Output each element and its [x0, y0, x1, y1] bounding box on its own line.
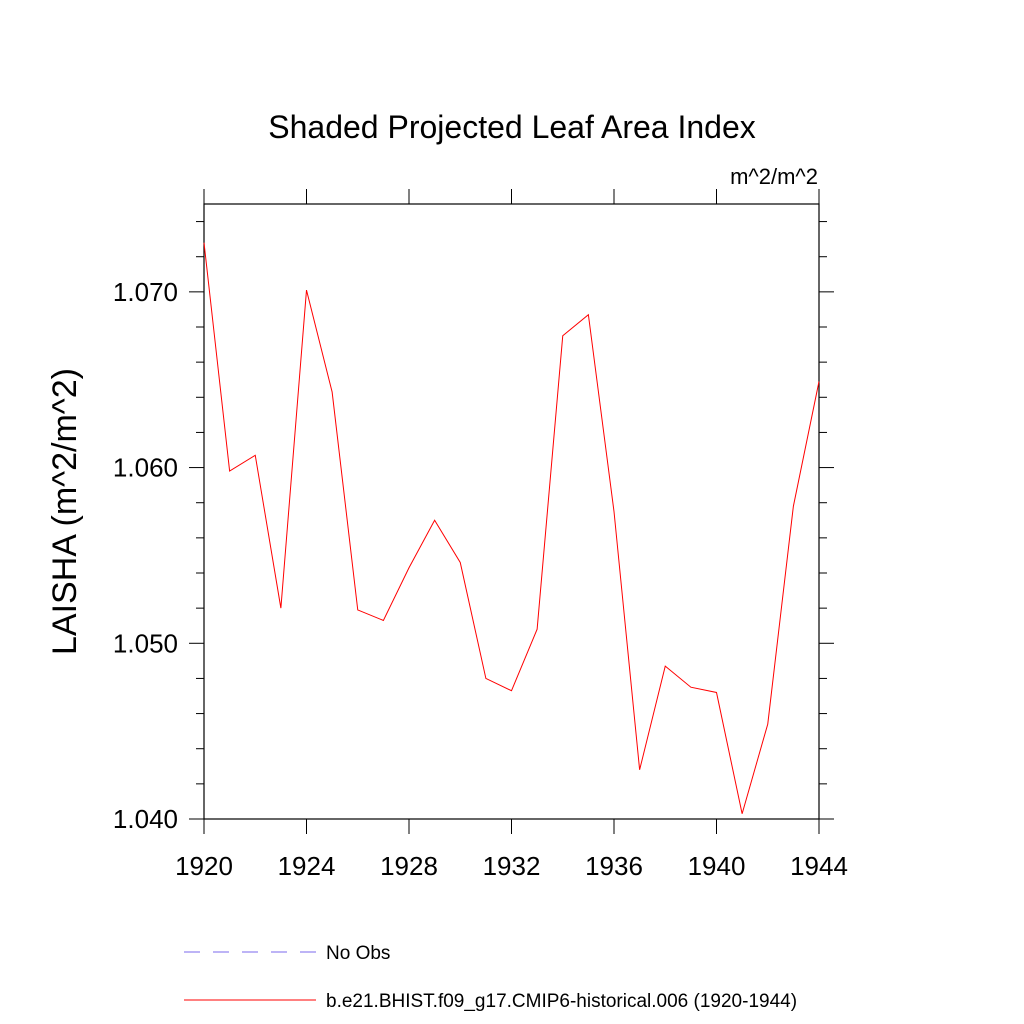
y-tick-label: 1.040	[113, 804, 178, 834]
x-tick-label: 1940	[688, 851, 746, 881]
y-tick-label: 1.050	[113, 628, 178, 658]
x-tick-label: 1944	[790, 851, 848, 881]
x-tick-label: 1932	[483, 851, 541, 881]
x-tick-label: 1928	[380, 851, 438, 881]
plot-frame	[203, 203, 820, 820]
y-tick-label: 1.060	[113, 453, 178, 483]
legend-label: b.e21.BHIST.f09_g17.CMIP6-historical.006…	[326, 991, 797, 1012]
axis-tick-labels: 1920 1924 1928 1932 1936 1940 1944 1.040 1.050 1.…	[113, 277, 848, 881]
series-layer	[203, 242, 820, 814]
axis-ticks	[189, 189, 834, 834]
series-line	[203, 242, 820, 814]
x-tick-label: 1936	[585, 851, 643, 881]
chart-title: Shaded Projected Leaf Area Index	[268, 109, 755, 145]
x-tick-label: 1920	[175, 851, 233, 881]
y-tick-label: 1.070	[113, 277, 178, 307]
x-tick-label: 1924	[278, 851, 336, 881]
y-axis-label: LAISHA (m^2/m^2)	[46, 368, 84, 655]
legend: No Obs b.e21.BHIST.f09_g17.CMIP6-historic…	[184, 943, 797, 1012]
units-label: m^2/m^2	[730, 164, 818, 189]
legend-label: No Obs	[326, 943, 390, 964]
